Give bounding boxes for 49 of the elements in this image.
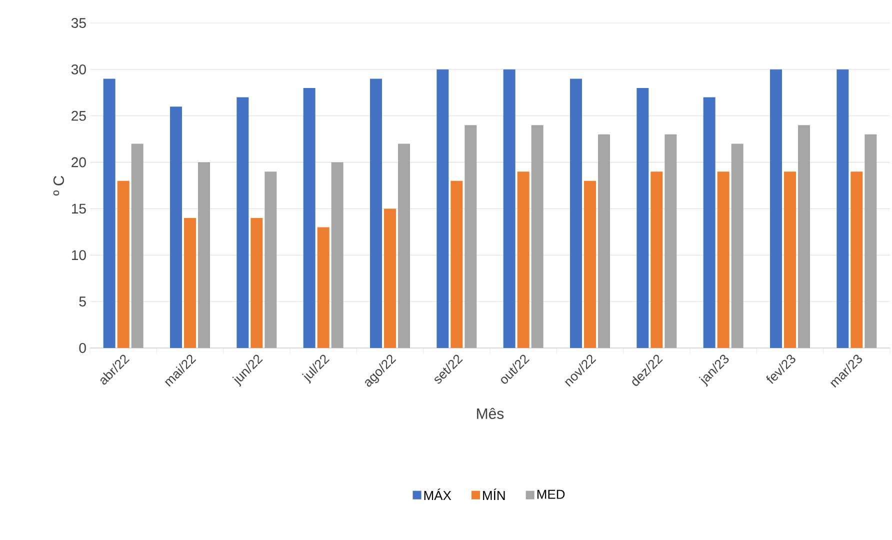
bar [850,172,863,348]
bar [636,88,649,348]
y-axis-title: º C [53,176,64,196]
bar [170,106,182,348]
bar [117,180,130,348]
bar [303,88,316,348]
y-tick-label: 15 [72,204,86,214]
bar [436,69,449,348]
bar [250,218,263,348]
bar [317,227,330,348]
bar [798,125,810,348]
y-tick-label: 25 [72,110,86,121]
bar [103,78,116,348]
bar [717,172,730,348]
bar [836,69,849,348]
bar [370,78,382,348]
bar [517,172,530,348]
bar [131,144,144,348]
y-tick-label: 0 [79,343,86,353]
bar [770,69,782,348]
legend-label: MED [537,490,565,499]
x-axis-title: Mês [477,408,504,419]
y-tick-label: 10 [72,250,86,260]
bar [531,125,544,348]
bar [650,172,663,348]
bar [864,134,877,348]
bar [264,172,277,348]
bar [664,134,677,348]
bar [384,208,396,348]
bar [198,162,210,348]
bar [236,97,249,348]
bar [503,69,516,348]
bar [398,144,410,348]
y-tick-label: 35 [71,18,86,28]
bar [331,162,344,348]
y-tick-label: 20 [72,157,86,168]
bar [584,180,596,348]
bar [464,125,477,348]
bar [703,97,716,348]
y-tick-label: 5 [79,296,86,306]
bar [731,144,744,348]
legend-label: MÍN [483,488,505,500]
legend-label: MÁX [424,488,452,500]
bar [570,78,582,348]
bar [784,172,796,348]
bar [184,218,196,348]
bar [598,134,610,348]
bar [450,180,463,348]
y-tick-label: 30 [71,64,86,74]
